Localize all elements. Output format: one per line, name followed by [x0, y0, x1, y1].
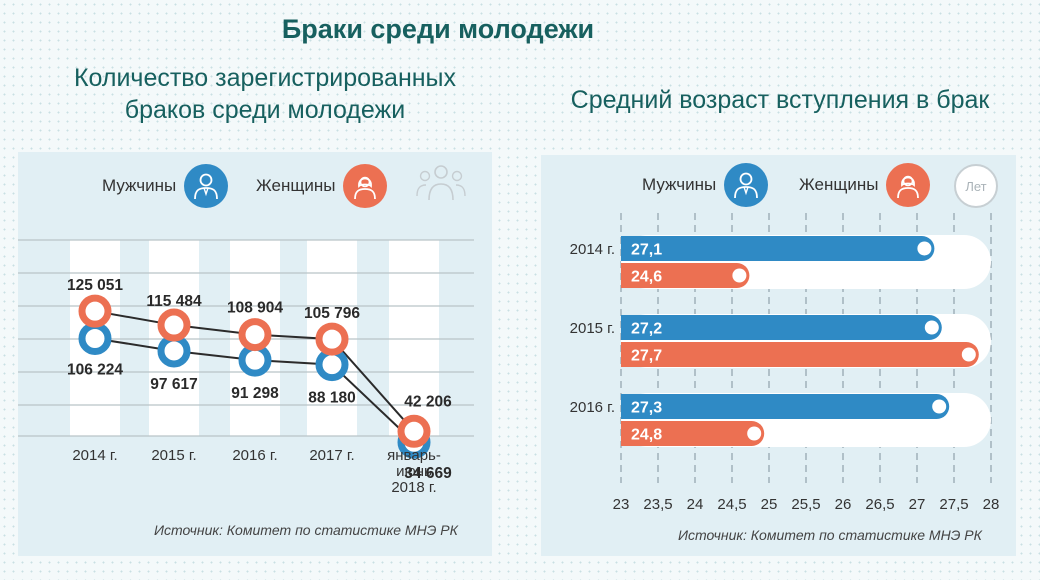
women-point — [397, 414, 431, 448]
men-value-label: 27,2 — [631, 321, 662, 338]
women-point — [238, 318, 272, 352]
legend-men: Мужчины — [102, 164, 229, 208]
men-bar — [621, 236, 935, 261]
legend-women-label: Женщины — [256, 176, 336, 195]
women-bar — [621, 342, 979, 367]
x-tick-label: июнь — [396, 463, 432, 480]
men-bar-base — [621, 394, 635, 419]
men-data-label: 91 298 — [231, 385, 279, 402]
x-tick-label: 25,5 — [791, 496, 820, 513]
x-tick-label: 2018 г. — [391, 479, 436, 496]
x-tick-label: 25 — [761, 496, 778, 513]
men-data-label: 106 224 — [67, 361, 123, 378]
men-data-label: 97 617 — [150, 376, 197, 393]
women-data-label: 42 206 — [404, 393, 452, 410]
men-value-label: 27,3 — [631, 400, 662, 417]
x-tick-label: 24 — [687, 496, 704, 513]
x-tick-label: 2014 г. — [72, 447, 117, 464]
left-source: Источник: Комитет по статистике МНЭ РК — [154, 522, 458, 538]
main-title: Браки среди молодежи — [281, 14, 595, 44]
x-tick-label: 2017 г. — [309, 447, 354, 464]
group-icon — [416, 160, 466, 209]
y-category-label: 2015 г. — [570, 320, 615, 337]
women-bar-end-dot — [747, 426, 762, 441]
women-bar — [621, 421, 765, 446]
men-bar-end-dot — [932, 399, 947, 414]
marriages-line-chart: 125 051 106 224 115 484 97 617 108 904 91 298… — [18, 239, 474, 496]
average-age-panel: Мужчины Женщины Лет 23 23,5 24 24,5 25 25,5 26… — [541, 155, 1016, 556]
men-bar-end-dot — [917, 241, 932, 256]
women-bar-base — [621, 421, 635, 446]
women-bar-end-dot — [732, 268, 747, 283]
age-bar-chart: 23 23,5 24 24,5 25 25,5 26 26,5 27 27,5 28 2014 г. 2… — [570, 213, 1000, 513]
women-value-label: 24,6 — [631, 269, 662, 286]
men-bar — [621, 394, 950, 419]
women-point — [78, 294, 112, 328]
women-bar-base — [621, 342, 635, 367]
legend-women-right: Женщины — [799, 163, 931, 207]
left-subtitle-line2: браков среди молодежи — [124, 96, 406, 124]
legend-men-right: Мужчины — [642, 163, 769, 207]
y-category-label: 2014 г. — [570, 241, 615, 258]
men-value-label: 27,1 — [631, 242, 662, 259]
man-icon-right — [724, 163, 769, 207]
women-value-label: 24,8 — [631, 427, 662, 444]
women-value-label: 27,7 — [631, 348, 662, 365]
man-icon — [184, 164, 229, 208]
x-tick-label: январь- — [387, 447, 441, 464]
women-data-label: 115 484 — [146, 293, 202, 310]
women-bar-end-dot — [961, 347, 976, 362]
women-bar — [621, 263, 750, 288]
x-tick-label: 23,5 — [643, 496, 672, 513]
y-category-label: 2016 г. — [570, 399, 615, 416]
woman-icon-right — [886, 163, 931, 207]
x-tick-label: 26 — [835, 496, 852, 513]
men-point — [78, 321, 112, 355]
legend-women-right-label: Женщины — [799, 175, 879, 194]
x-tick-label: 28 — [983, 496, 1000, 513]
x-tick-label: 27,5 — [939, 496, 968, 513]
left-subtitle: Количество зарегистрированных браков сре… — [40, 62, 490, 126]
legend-men-right-label: Мужчины — [642, 175, 717, 194]
men-data-label: 34 669 — [404, 465, 452, 482]
left-subtitle-line1: Количество зарегистрированных — [73, 64, 457, 92]
woman-icon — [343, 164, 388, 208]
men-bar — [621, 315, 942, 340]
right-source: Источник: Комитет по статистике МНЭ РК — [678, 527, 982, 543]
men-point — [157, 334, 191, 368]
men-data-label: 88 180 — [308, 390, 355, 407]
x-tick-label: 23 — [613, 496, 630, 513]
right-subtitle: Средний возраст вступления в брак — [570, 86, 990, 114]
legend-men-label: Мужчины — [102, 176, 177, 195]
men-bar-base — [621, 236, 635, 261]
legend-women: Женщины — [256, 164, 388, 208]
marriages-count-panel: Мужчины Женщины 125 051 106 224 115 484 97 … — [18, 152, 492, 556]
men-bar-base — [621, 315, 635, 340]
women-data-label: 108 904 — [227, 300, 283, 317]
women-data-label: 125 051 — [67, 277, 123, 294]
years-icon: Лет — [954, 164, 998, 208]
x-tick-label: 2015 г. — [151, 447, 196, 464]
x-tick-label: 27 — [909, 496, 926, 513]
x-tick-label: 24,5 — [717, 496, 746, 513]
men-bar-end-dot — [924, 320, 939, 335]
x-tick-label: 2016 г. — [232, 447, 277, 464]
women-bar-base — [621, 263, 635, 288]
x-tick-label: 26,5 — [865, 496, 894, 513]
women-point — [315, 322, 349, 356]
women-data-label: 105 796 — [304, 305, 360, 322]
women-point — [157, 308, 191, 342]
